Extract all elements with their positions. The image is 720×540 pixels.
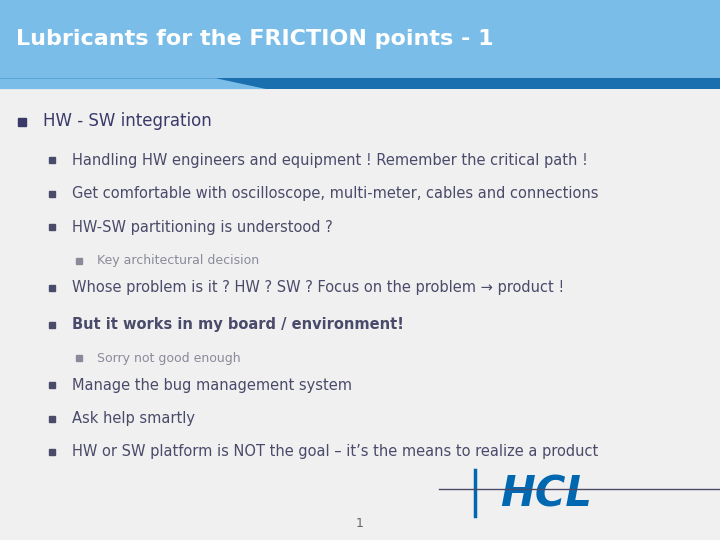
- Text: Lubricants for the FRICTION points - 1: Lubricants for the FRICTION points - 1: [16, 29, 493, 49]
- Text: HW or SW platform is NOT the goal – it’s the means to realize a product: HW or SW platform is NOT the goal – it’s…: [72, 444, 598, 460]
- Polygon shape: [0, 78, 266, 89]
- Text: HCL: HCL: [500, 473, 593, 515]
- Text: Key architectural decision: Key architectural decision: [97, 254, 259, 267]
- Bar: [0, 78, 720, 89]
- Text: HW-SW partitioning is understood ?: HW-SW partitioning is understood ?: [72, 220, 333, 235]
- Text: But it works in my board / environment!: But it works in my board / environment!: [72, 317, 404, 332]
- Text: Ask help smartly: Ask help smartly: [72, 411, 195, 426]
- Text: Manage the bug management system: Manage the bug management system: [72, 377, 352, 393]
- Text: Whose problem is it ? HW ? SW ? Focus on the problem → product !: Whose problem is it ? HW ? SW ? Focus on…: [72, 280, 564, 295]
- Text: Handling HW engineers and equipment ! Remember the critical path !: Handling HW engineers and equipment ! Re…: [72, 153, 588, 168]
- Text: Sorry not good enough: Sorry not good enough: [97, 352, 240, 365]
- Text: Get comfortable with oscilloscope, multi-meter, cables and connections: Get comfortable with oscilloscope, multi…: [72, 186, 598, 201]
- Bar: [0, 0, 720, 78]
- Text: 1: 1: [356, 517, 364, 530]
- Text: HW - SW integration: HW - SW integration: [43, 112, 212, 131]
